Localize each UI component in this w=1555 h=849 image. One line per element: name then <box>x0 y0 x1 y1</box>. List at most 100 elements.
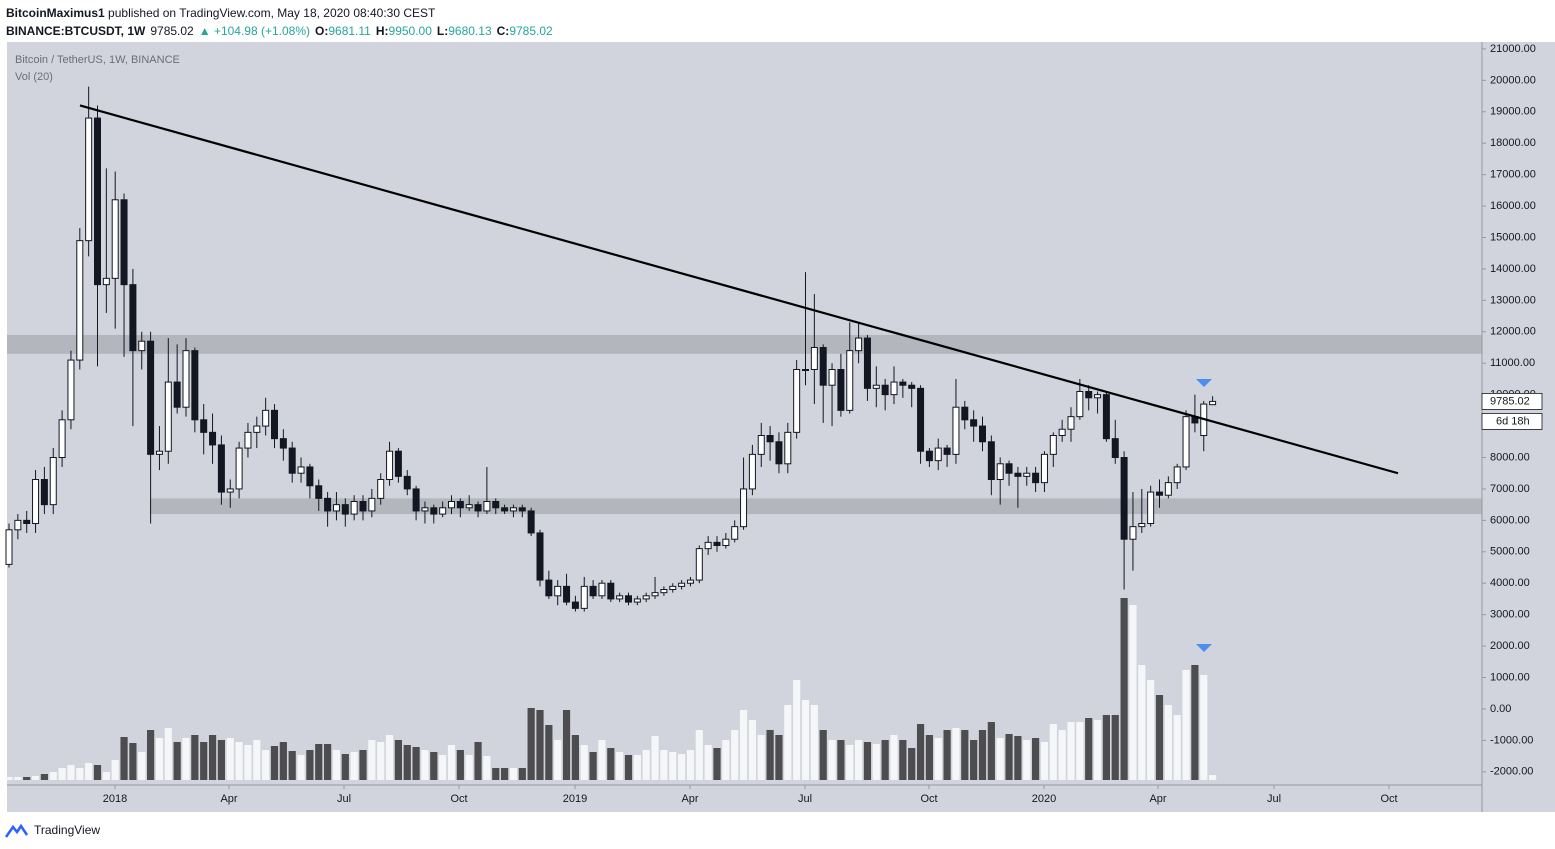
logo-icon <box>4 823 29 838</box>
candle-body <box>1032 472 1040 484</box>
volume-bar <box>315 744 323 780</box>
volume-bar <box>23 777 31 780</box>
volume-bar <box>846 745 854 780</box>
footer-brand[interactable]: TradingView <box>34 823 100 837</box>
candle-body <box>1014 472 1022 477</box>
candle-body <box>527 510 535 534</box>
candle-body <box>748 453 756 490</box>
candle-body <box>386 450 394 481</box>
candle-body <box>846 350 854 411</box>
volume-bar <box>961 730 969 780</box>
volume-bar <box>562 710 571 780</box>
chart-title: Bitcoin / TetherUS, 1W, BINANCE <box>15 54 180 66</box>
x-tick-label: 2019 <box>563 793 587 805</box>
countdown-label: 6d 18h <box>1496 415 1530 427</box>
volume-bar <box>642 750 650 780</box>
y-tick-label: 7000.00 <box>1490 483 1530 495</box>
volume-bar <box>837 740 845 780</box>
volume-bar <box>1155 695 1164 780</box>
volume-bar <box>970 740 978 780</box>
volume-bar <box>501 768 509 780</box>
volume-bar <box>217 740 225 780</box>
volume-bar <box>244 745 252 780</box>
candle-body <box>394 450 402 477</box>
candle-body <box>244 431 252 449</box>
candle-body <box>775 441 783 465</box>
candle-body <box>598 582 606 597</box>
candle-body <box>713 541 721 547</box>
candle-body <box>297 466 305 474</box>
candle-body <box>810 346 818 370</box>
volume-bar <box>678 754 686 780</box>
volume-bar <box>1111 715 1119 780</box>
candle-body <box>288 447 296 474</box>
candle-body <box>448 501 455 509</box>
candle-body <box>863 337 871 389</box>
volume-bar <box>350 752 358 780</box>
volume-bar <box>1085 718 1093 780</box>
candle-body <box>67 359 75 421</box>
candle-body <box>509 507 517 512</box>
x-tick-label: Oct <box>450 793 467 805</box>
candle-body <box>1156 491 1163 496</box>
candle-body <box>952 406 960 455</box>
candle-body <box>324 497 332 512</box>
candle-body <box>669 585 677 591</box>
candle-body <box>740 488 748 528</box>
volume-bar <box>571 735 579 780</box>
candle-body <box>828 368 836 386</box>
change: ▲ +104.98 (+1.08%) <box>198 24 311 38</box>
signal-marker <box>1196 644 1212 652</box>
volume-bar <box>660 750 668 780</box>
candle-body <box>934 447 942 462</box>
volume-bar <box>182 738 190 780</box>
volume-bar <box>801 700 810 780</box>
author[interactable]: BitcoinMaximus1 <box>6 6 105 20</box>
volume-bar <box>1147 680 1155 780</box>
x-tick-label: 2018 <box>103 793 127 805</box>
candle-body <box>686 579 694 584</box>
x-tick-label: Apr <box>220 793 237 805</box>
candle-body <box>94 117 101 286</box>
x-tick-label: Jul <box>1267 793 1281 805</box>
candle-body <box>802 368 809 371</box>
candle-body <box>908 384 916 389</box>
y-tick-label: 2000.00 <box>1490 640 1530 652</box>
x-tick-label: Apr <box>1149 793 1166 805</box>
volume-bar <box>1058 730 1066 780</box>
y-tick-label: 12000.00 <box>1490 326 1536 338</box>
candle-body <box>359 501 367 512</box>
volume-bar <box>722 740 730 780</box>
volume-bar <box>31 776 40 780</box>
candle-body <box>545 579 553 597</box>
candle-body <box>439 507 447 515</box>
y-tick-label: 6000.00 <box>1490 514 1530 526</box>
volume-bar <box>916 724 925 780</box>
y-tick-label: 1000.00 <box>1490 671 1530 683</box>
volume-bar <box>934 738 942 780</box>
candle-body <box>571 601 579 609</box>
volume-bar <box>651 736 659 780</box>
volume-bar <box>872 744 880 780</box>
volume-bar <box>1032 738 1040 780</box>
y-tick-label: 15000.00 <box>1490 231 1536 243</box>
volume-bar <box>545 725 553 780</box>
volume-bar <box>200 742 208 780</box>
candle-body <box>14 519 22 531</box>
candle-body <box>5 529 13 565</box>
candle-body <box>996 463 1004 481</box>
volume-bar <box>899 740 907 780</box>
volume-bar <box>164 728 172 780</box>
candle-body <box>881 384 889 396</box>
volume-bar <box>589 752 597 780</box>
candle-body <box>563 585 571 603</box>
volume-bar <box>1014 736 1022 780</box>
volume-bar <box>1040 742 1049 780</box>
volume-bar <box>5 777 13 780</box>
volume-bar <box>447 745 456 780</box>
l-value: 9680.13 <box>448 24 492 38</box>
candle-body <box>164 381 172 452</box>
volume-bar <box>775 735 783 780</box>
candle-body <box>1049 435 1057 455</box>
volume-bar <box>439 755 447 780</box>
